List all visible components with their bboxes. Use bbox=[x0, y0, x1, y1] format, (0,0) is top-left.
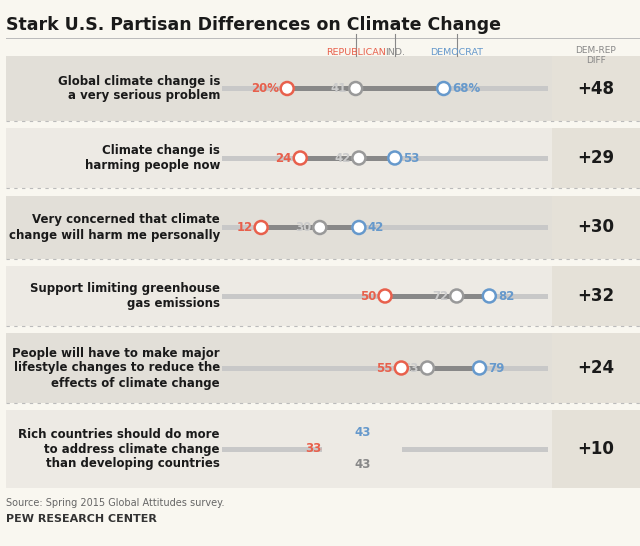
Text: 72: 72 bbox=[432, 289, 448, 302]
Text: 43: 43 bbox=[337, 442, 354, 455]
Text: Rich countries should do more
to address climate change
than developing countrie: Rich countries should do more to address… bbox=[19, 428, 220, 471]
Circle shape bbox=[356, 442, 369, 455]
Text: +30: +30 bbox=[577, 218, 614, 236]
Bar bbox=[401, 365, 479, 371]
Text: 20%: 20% bbox=[251, 82, 278, 95]
Bar bbox=[552, 333, 640, 403]
Text: +29: +29 bbox=[577, 149, 614, 167]
Text: 43: 43 bbox=[354, 459, 371, 472]
Circle shape bbox=[349, 82, 362, 95]
Circle shape bbox=[421, 361, 434, 375]
Text: 82: 82 bbox=[498, 289, 514, 302]
Circle shape bbox=[388, 151, 401, 164]
Bar bbox=[300, 156, 395, 161]
Text: Support limiting greenhouse
gas emissions: Support limiting greenhouse gas emission… bbox=[30, 282, 220, 310]
Text: +24: +24 bbox=[577, 359, 614, 377]
Bar bbox=[6, 128, 552, 188]
Bar bbox=[6, 333, 552, 403]
Bar bbox=[6, 410, 552, 488]
Text: DEMOCRAT: DEMOCRAT bbox=[430, 48, 483, 57]
Bar bbox=[261, 225, 359, 230]
Text: Source: Spring 2015 Global Attitudes survey.: Source: Spring 2015 Global Attitudes sur… bbox=[6, 498, 225, 508]
Circle shape bbox=[323, 442, 336, 455]
Circle shape bbox=[450, 289, 463, 302]
Circle shape bbox=[437, 82, 450, 95]
Circle shape bbox=[483, 289, 496, 302]
Text: PEW RESEARCH CENTER: PEW RESEARCH CENTER bbox=[6, 514, 157, 524]
Bar bbox=[552, 196, 640, 259]
Bar bbox=[552, 56, 640, 121]
Text: +32: +32 bbox=[577, 287, 614, 305]
Circle shape bbox=[353, 151, 365, 164]
Bar bbox=[222, 294, 548, 299]
Bar bbox=[322, 440, 402, 458]
Text: 55: 55 bbox=[376, 361, 393, 375]
Circle shape bbox=[356, 442, 369, 455]
Bar bbox=[6, 266, 552, 326]
Text: 30: 30 bbox=[295, 221, 311, 234]
Bar bbox=[222, 447, 548, 452]
Circle shape bbox=[395, 361, 408, 375]
Bar bbox=[6, 196, 552, 259]
Text: 33: 33 bbox=[305, 442, 321, 455]
Text: Climate change is
harming people now: Climate change is harming people now bbox=[84, 144, 220, 172]
Circle shape bbox=[255, 221, 268, 234]
Bar bbox=[322, 440, 402, 458]
Text: 41: 41 bbox=[331, 82, 347, 95]
Text: 43: 43 bbox=[371, 442, 387, 455]
Bar bbox=[6, 56, 552, 121]
Text: People will have to make major
lifestyle changes to reduce the
effects of climat: People will have to make major lifestyle… bbox=[12, 347, 220, 389]
Bar bbox=[222, 156, 548, 161]
Text: REPUBLICAN: REPUBLICAN bbox=[326, 48, 385, 57]
Circle shape bbox=[314, 221, 326, 234]
Bar bbox=[385, 294, 490, 299]
Text: 24: 24 bbox=[275, 151, 292, 164]
Circle shape bbox=[378, 289, 392, 302]
Text: Global climate change is
a very serious problem: Global climate change is a very serious … bbox=[58, 74, 220, 103]
Text: 43: 43 bbox=[354, 426, 371, 440]
Text: Very concerned that climate
change will harm me personally: Very concerned that climate change will … bbox=[9, 213, 220, 241]
Text: 12: 12 bbox=[236, 221, 253, 234]
Text: 50: 50 bbox=[360, 289, 376, 302]
Text: 42: 42 bbox=[334, 151, 351, 164]
Bar bbox=[552, 128, 640, 188]
Text: +10: +10 bbox=[577, 440, 614, 458]
Text: 42: 42 bbox=[367, 221, 384, 234]
Text: 79: 79 bbox=[488, 361, 504, 375]
Bar bbox=[222, 225, 548, 230]
Circle shape bbox=[353, 221, 365, 234]
Text: IND.: IND. bbox=[385, 48, 404, 57]
Bar bbox=[552, 410, 640, 488]
Bar bbox=[330, 447, 362, 452]
Bar bbox=[287, 86, 444, 91]
Text: 63: 63 bbox=[403, 361, 419, 375]
Circle shape bbox=[281, 82, 294, 95]
Bar bbox=[222, 365, 548, 371]
Text: DEM-REP
DIFF: DEM-REP DIFF bbox=[575, 46, 616, 66]
Circle shape bbox=[473, 361, 486, 375]
Text: 68%: 68% bbox=[452, 82, 481, 95]
Bar bbox=[222, 86, 548, 91]
Text: 53: 53 bbox=[403, 151, 420, 164]
Text: Stark U.S. Partisan Differences on Climate Change: Stark U.S. Partisan Differences on Clima… bbox=[6, 16, 501, 34]
Text: +48: +48 bbox=[577, 80, 614, 98]
Circle shape bbox=[294, 151, 307, 164]
Bar bbox=[552, 266, 640, 326]
